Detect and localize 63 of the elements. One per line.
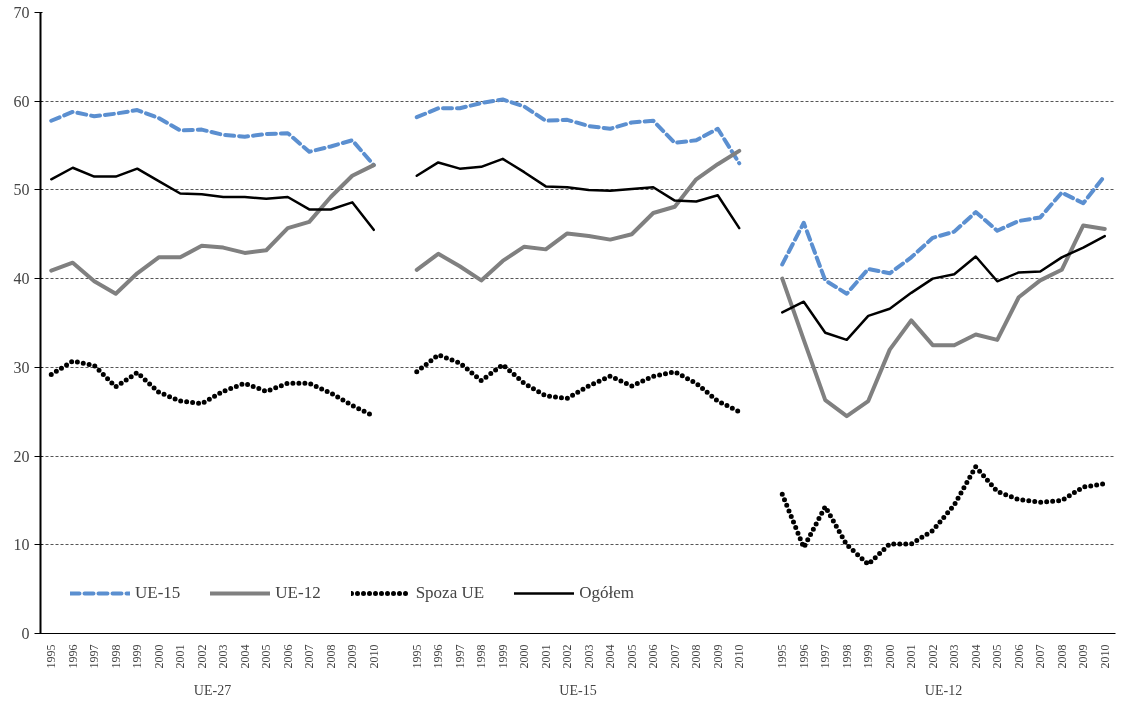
y-tick-label: 20	[13, 447, 30, 465]
x-tick-label: 1998	[839, 644, 854, 669]
x-tick-label: 2008	[1054, 644, 1069, 669]
x-tick-label: 2004	[603, 644, 618, 669]
text: UE-15	[559, 682, 597, 698]
x-tick-label: 2003	[581, 644, 596, 669]
x-tick-label: 2007	[1033, 644, 1048, 669]
x-tick-label: 2009	[710, 644, 725, 669]
x-tick-label: 2010	[732, 644, 747, 669]
x-tick-label: 1995	[44, 644, 59, 669]
y-tick-label: 0	[21, 625, 30, 642]
x-tick-label: 2007	[302, 644, 317, 669]
x-tick-label: 2008	[323, 644, 338, 669]
x-tick-label: 2001	[173, 644, 188, 669]
x-tick-label: 2010	[1097, 644, 1112, 669]
x-tick-label: 1997	[87, 644, 102, 669]
x-tick-label: 1995	[409, 644, 424, 669]
y-tick-label: 60	[13, 92, 30, 110]
x-tick-label: 2007	[667, 644, 682, 669]
x-tick-label: 2006	[280, 644, 295, 669]
y-tick-label: 30	[13, 358, 30, 376]
x-tick-label: 2002	[194, 644, 209, 669]
x-tick-label: 2001	[538, 644, 553, 669]
legend-label: UE-12	[275, 583, 321, 603]
x-tick-label: 1996	[65, 644, 80, 669]
x-tick-label: 2005	[259, 644, 274, 669]
text: UE-12	[924, 682, 963, 698]
x-tick-label: 2002	[560, 644, 575, 669]
x-tick-label: 2002	[925, 644, 940, 669]
y-tick-label: 50	[13, 181, 30, 199]
x-tick-label: 1999	[495, 644, 510, 669]
legend-label: Spoza UE	[415, 583, 485, 603]
legend-label: Ogółem	[579, 583, 634, 603]
x-tick-label: 2010	[366, 644, 381, 669]
x-tick-label: 1999	[861, 644, 876, 669]
x-tick-label: 2000	[517, 644, 532, 669]
x-tick-label: 2001	[904, 644, 919, 669]
x-tick-label: 2005	[990, 644, 1005, 669]
x-tick-label: 1995	[775, 644, 790, 669]
text: UE-27	[193, 682, 232, 698]
x-tick-label: 2006	[646, 644, 661, 669]
x-tick-label: 2005	[624, 644, 639, 669]
x-tick-label: 2004	[968, 644, 983, 669]
x-tick-label: 1996	[796, 644, 811, 669]
x-tick-label: 1996	[431, 644, 446, 669]
x-tick-label: 2004	[237, 644, 252, 669]
x-tick-label: 1998	[108, 644, 123, 669]
x-tick-label: 2008	[689, 644, 704, 669]
x-tick-label: 2000	[882, 644, 897, 669]
x-tick-label: 2000	[151, 644, 166, 669]
x-tick-label: 1999	[130, 644, 145, 669]
x-tick-label: 1997	[452, 644, 467, 669]
y-tick-label: 10	[13, 536, 30, 554]
x-tick-label: 1998	[474, 644, 489, 669]
x-tick-label: 2009	[1076, 644, 1091, 669]
x-tick-label: 2006	[1011, 644, 1026, 669]
x-tick-label: 1997	[818, 644, 833, 669]
x-tick-label: 2003	[216, 644, 231, 669]
y-tick-label: 40	[13, 270, 30, 288]
x-tick-label: 2003	[947, 644, 962, 669]
legend-label: UE-15	[135, 583, 181, 603]
y-tick-label: 70	[13, 4, 30, 21]
x-tick-label: 2009	[345, 644, 360, 669]
